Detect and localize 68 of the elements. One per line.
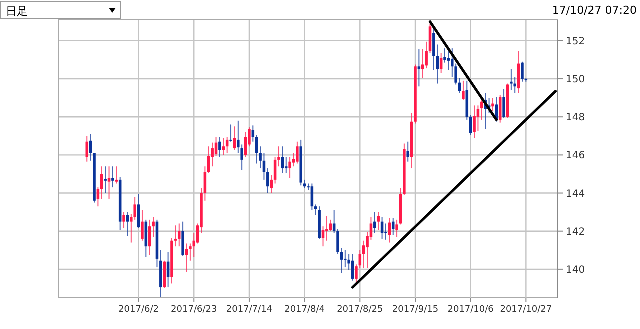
candlestick [100,166,104,200]
x-tick-label: 2017/8/4 [284,305,326,315]
x-tick-label: 2017/6/2 [118,305,159,315]
candlestick [281,146,284,174]
candlestick [230,124,232,142]
x-tick-label: 2017/9/15 [392,305,439,315]
candlestick [502,89,506,119]
candlestick [233,126,236,151]
candlestick [122,212,126,229]
candlestick [178,223,181,248]
candlestick [96,187,100,208]
y-tick-label: 152 [566,36,586,48]
y-tick-label: 150 [566,74,586,86]
x-tick-label: 2017/7/14 [226,305,273,315]
candlestick [115,166,118,184]
candlestick [310,183,314,211]
candlestick [374,212,376,234]
x-tick-label: 2017/10/27 [500,305,552,315]
y-tick-label: 146 [566,150,586,162]
text: 17/10/27 07:20 [552,4,637,17]
candlestick [384,223,388,240]
candlestick [473,105,476,139]
candlestick [104,166,107,194]
candlestick [440,52,443,74]
candlestick [344,250,347,268]
candlestick [447,49,450,71]
candlestick [329,219,332,232]
candlestick [148,219,152,256]
candlestick [296,141,299,164]
text: 日足 [6,5,28,18]
candlestick [270,174,273,194]
candlestick [274,156,277,184]
candlestick [288,156,292,179]
candlestick [141,210,144,242]
candlestick [218,136,222,158]
candlestick [351,254,354,282]
candlestick [480,98,484,120]
candlestick [284,156,288,174]
candlestick [462,80,465,100]
candlestick [86,136,89,162]
candlestick [112,166,114,188]
y-tick-label: 148 [566,112,586,124]
candlestick [137,194,140,229]
candlestick [108,166,111,200]
candlestick [262,152,266,180]
x-tick-label: 2017/6/23 [171,305,218,315]
candlestick [222,138,226,156]
candlestick [380,216,384,240]
candlestick [498,94,502,124]
x-tick-label: 2017/10/6 [448,305,494,315]
candlestick [406,141,410,162]
candlestick [255,134,258,164]
candlestick [510,69,513,91]
candlestick [418,49,421,88]
candlestick [182,221,184,257]
candlestick [377,212,380,231]
candlestick [396,219,398,238]
candlestick [126,212,130,237]
y-tick-label: 140 [566,264,586,276]
candlestick [469,114,472,136]
y-tick-label: 144 [566,188,586,200]
x-tick-label: 2017/8/25 [337,305,384,315]
candlestick [266,168,270,194]
y-tick-label: 142 [566,226,586,238]
candlestick [208,146,210,174]
candlestick [492,98,494,112]
candlestick [244,132,248,158]
candlestick [521,61,524,82]
